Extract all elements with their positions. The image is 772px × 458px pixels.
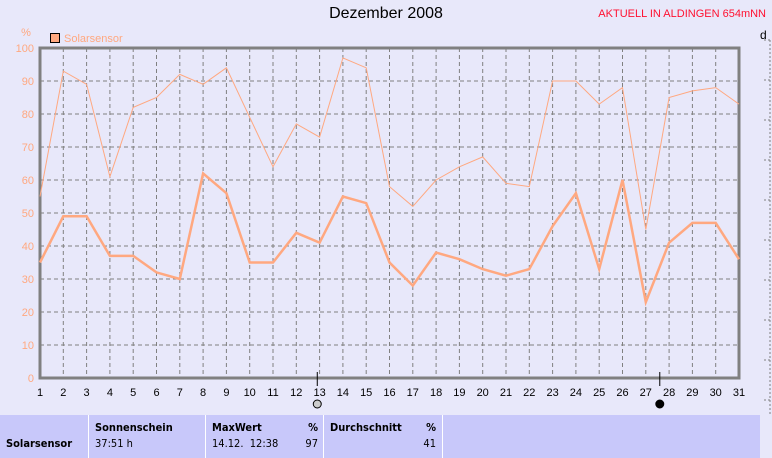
x-tick-label: 18: [430, 387, 442, 399]
x-tick-label: 3: [84, 387, 90, 399]
avg-value: 41: [423, 437, 436, 450]
right-panel-label: d: [760, 28, 767, 42]
x-tick-label: 4: [107, 387, 113, 399]
stats-table: Solarsensor Sonnenschein 37:51 h MaxWert…: [0, 415, 760, 458]
x-tick-label: 29: [686, 387, 698, 399]
legend-swatch: [50, 33, 60, 43]
avg-header: Durchschnitt: [330, 421, 402, 434]
max-cell: MaxWert % 14.12. 12:38 97: [205, 415, 324, 458]
avg-unit: %: [426, 421, 436, 434]
sunshine-value: 37:51 h: [95, 437, 133, 450]
x-tick-label: 22: [523, 387, 535, 399]
y-axis-unit: %: [21, 27, 31, 39]
full-moon-icon: [312, 399, 322, 409]
legend-label: Solarsensor: [64, 33, 123, 45]
y-tick-label: 10: [22, 340, 34, 352]
y-tick-label: 100: [16, 43, 34, 55]
y-tick-label: 40: [22, 241, 34, 253]
plot-frame: [38, 46, 741, 380]
max-time: 14.12. 12:38: [212, 437, 279, 450]
x-tick-label: 19: [453, 387, 465, 399]
x-tick-label: 10: [244, 387, 256, 399]
y-tick-label: 80: [22, 109, 34, 121]
x-tick-label: 13: [313, 387, 325, 399]
x-tick-label: 23: [546, 387, 558, 399]
x-tick-label: 26: [616, 387, 628, 399]
max-unit: %: [308, 421, 318, 434]
x-tick-label: 6: [153, 387, 159, 399]
series-line-max: [39, 57, 740, 230]
x-tick-label: 20: [477, 387, 489, 399]
new-moon-icon: [655, 399, 665, 409]
y-tick-label: 0: [28, 373, 34, 385]
x-tick-label: 7: [177, 387, 183, 399]
x-tick-label: 1: [37, 387, 43, 399]
x-tick-label: 30: [710, 387, 722, 399]
y-tick-label: 30: [22, 274, 34, 286]
x-tick-label: 31: [733, 387, 745, 399]
avg-cell: Durchschnitt % 41: [323, 415, 443, 458]
sunshine-cell: Sonnenschein 37:51 h: [88, 415, 206, 458]
x-tick-label: 27: [640, 387, 652, 399]
y-tick-label: 90: [22, 76, 34, 88]
x-tick-label: 5: [130, 387, 136, 399]
x-tick-label: 25: [593, 387, 605, 399]
x-tick-label: 8: [200, 387, 206, 399]
y-tick-label: 70: [22, 142, 34, 154]
series-line-solarsensor: [38, 171, 741, 307]
x-tick-label: 17: [407, 387, 419, 399]
x-tick-label: 9: [223, 387, 229, 399]
x-tick-label: 12: [290, 387, 302, 399]
x-tick-label: 15: [360, 387, 372, 399]
x-tick-label: 14: [337, 387, 349, 399]
x-tick-label: 24: [570, 387, 582, 399]
y-tick-label: 20: [22, 307, 34, 319]
y-tick-label: 50: [22, 208, 34, 220]
row-label-cell: Solarsensor: [0, 415, 88, 458]
row-label: Solarsensor: [6, 437, 73, 450]
y-tick-label: 60: [22, 175, 34, 187]
x-tick-label: 28: [663, 387, 675, 399]
max-header: MaxWert: [212, 421, 262, 434]
max-value: 97: [305, 437, 318, 450]
station-subtitle: AKTUELL IN ALDINGEN 654mNN: [598, 8, 766, 20]
sunshine-header: Sonnenschein: [95, 421, 173, 434]
x-tick-label: 2: [60, 387, 66, 399]
x-tick-label: 16: [383, 387, 395, 399]
x-tick-label: 21: [500, 387, 512, 399]
x-tick-label: 11: [267, 387, 278, 399]
chart-title: Dezember 2008: [329, 5, 443, 22]
